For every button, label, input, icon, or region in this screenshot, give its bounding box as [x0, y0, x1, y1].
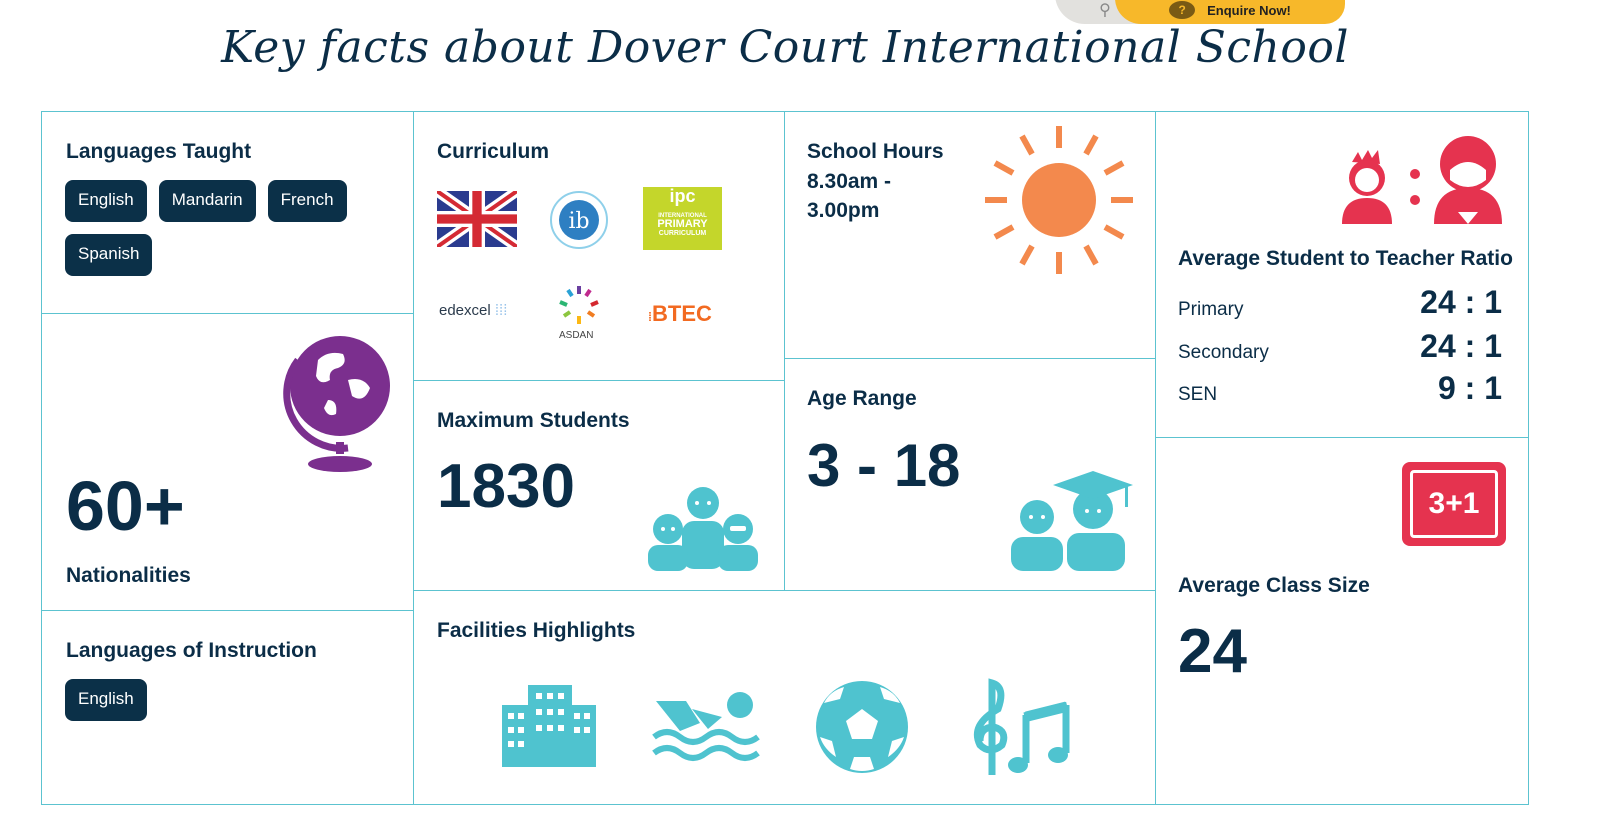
- languages-instruction-heading: Languages of Instruction: [66, 639, 317, 662]
- nationalities-label: Nationalities: [66, 564, 191, 587]
- class-size-heading: Average Class Size: [1178, 574, 1370, 597]
- max-students-card: Maximum Students 1830: [413, 380, 785, 591]
- curriculum-card: Curriculum ib ipc INTERNATIONAL PRIMARY …: [413, 111, 785, 381]
- edexcel-logo: edexcel ⁞⁞⁞: [439, 302, 508, 319]
- music-notes-icon: [973, 678, 1070, 775]
- language-pill: Spanish: [65, 234, 153, 276]
- nationalities-value: 60+: [66, 467, 185, 545]
- students-group-icon: [648, 487, 758, 571]
- ipc-logo-text: PRIMARY: [657, 218, 708, 230]
- swimming-icon: [652, 692, 760, 761]
- max-students-value: 1830: [437, 452, 575, 521]
- ipc-logo-text: CURRICULUM: [658, 230, 707, 237]
- ratio-label-secondary: Secondary: [1178, 342, 1269, 363]
- age-range-card: Age Range 3 - 18: [784, 358, 1156, 591]
- school-hours-start: 8.30am -: [807, 170, 892, 193]
- languages-taught-heading: Languages Taught: [66, 140, 252, 163]
- enquire-label: Enquire Now!: [1207, 2, 1291, 18]
- school-hours-end: 3.00pm: [807, 199, 880, 222]
- ratio-card: Average Student to Teacher Ratio Primary…: [1155, 111, 1529, 438]
- age-range-value: 3 - 18: [807, 432, 961, 499]
- ipc-logo-text: ipc: [669, 186, 696, 206]
- top-bar: ⚲ ? Enquire Now!: [1055, 0, 1345, 24]
- ratio-label-sen: SEN: [1178, 384, 1218, 405]
- school-hours-card: School Hours 8.30am - 3.00pm: [784, 111, 1156, 359]
- curriculum-heading: Curriculum: [437, 140, 550, 163]
- ib-logo: ib: [550, 191, 608, 249]
- class-size-value: 24: [1178, 617, 1247, 686]
- ratio-value-sen: 9 : 1: [1437, 370, 1502, 406]
- language-pill: English: [65, 180, 147, 222]
- school-hours-heading: School Hours: [807, 140, 944, 163]
- facilities-heading: Facilities Highlights: [437, 619, 636, 642]
- question-bubble-icon: ?: [1169, 1, 1196, 19]
- age-range-heading: Age Range: [807, 387, 917, 410]
- page-title: Key facts about Dover Court Internationa…: [221, 22, 1349, 73]
- edexcel-text: edexcel: [439, 302, 491, 319]
- asdan-text: ASDAN: [559, 330, 594, 341]
- globe-icon: [283, 336, 390, 472]
- languages-taught-card: Languages Taught English Mandarin French…: [41, 111, 414, 314]
- ipc-logo-text: INTERNATIONAL: [658, 213, 707, 219]
- btec-logo: ⁞BTEC: [648, 301, 712, 326]
- nationalities-card: 60+ Nationalities: [41, 313, 414, 611]
- languages-instruction-card: Languages of Instruction English: [41, 610, 414, 805]
- class-size-card: 3+1 Average Class Size 24: [1155, 437, 1529, 805]
- language-pill: English: [65, 679, 147, 721]
- btec-text: BTEC: [652, 301, 712, 326]
- chalkboard-text: 3+1: [1410, 470, 1498, 538]
- student-teacher-icon: [1342, 136, 1502, 224]
- enquire-button[interactable]: ? Enquire Now!: [1115, 0, 1345, 24]
- ratio-label-primary: Primary: [1178, 299, 1244, 320]
- football-icon: [816, 681, 908, 773]
- uk-flag-logo: [437, 191, 517, 247]
- ratio-value-secondary: 24 : 1: [1420, 328, 1502, 364]
- language-pill: Mandarin: [158, 180, 256, 222]
- location-icon: ⚲: [1099, 2, 1111, 19]
- chalkboard-icon: 3+1: [1402, 462, 1506, 546]
- facilities-card: Facilities Highlights: [413, 590, 1156, 805]
- sun-icon: [985, 126, 1133, 274]
- ipc-logo: ipc INTERNATIONAL PRIMARY CURRICULUM: [643, 187, 722, 250]
- student-graduate-icon: [1011, 471, 1133, 571]
- ratio-heading: Average Student to Teacher Ratio: [1178, 247, 1513, 270]
- max-students-heading: Maximum Students: [437, 409, 630, 432]
- ratio-value-primary: 24 : 1: [1420, 284, 1502, 320]
- svg-text:ib: ib: [568, 209, 589, 234]
- building-icon: [502, 685, 596, 767]
- language-pill: French: [267, 180, 347, 222]
- asdan-logo: [559, 286, 599, 324]
